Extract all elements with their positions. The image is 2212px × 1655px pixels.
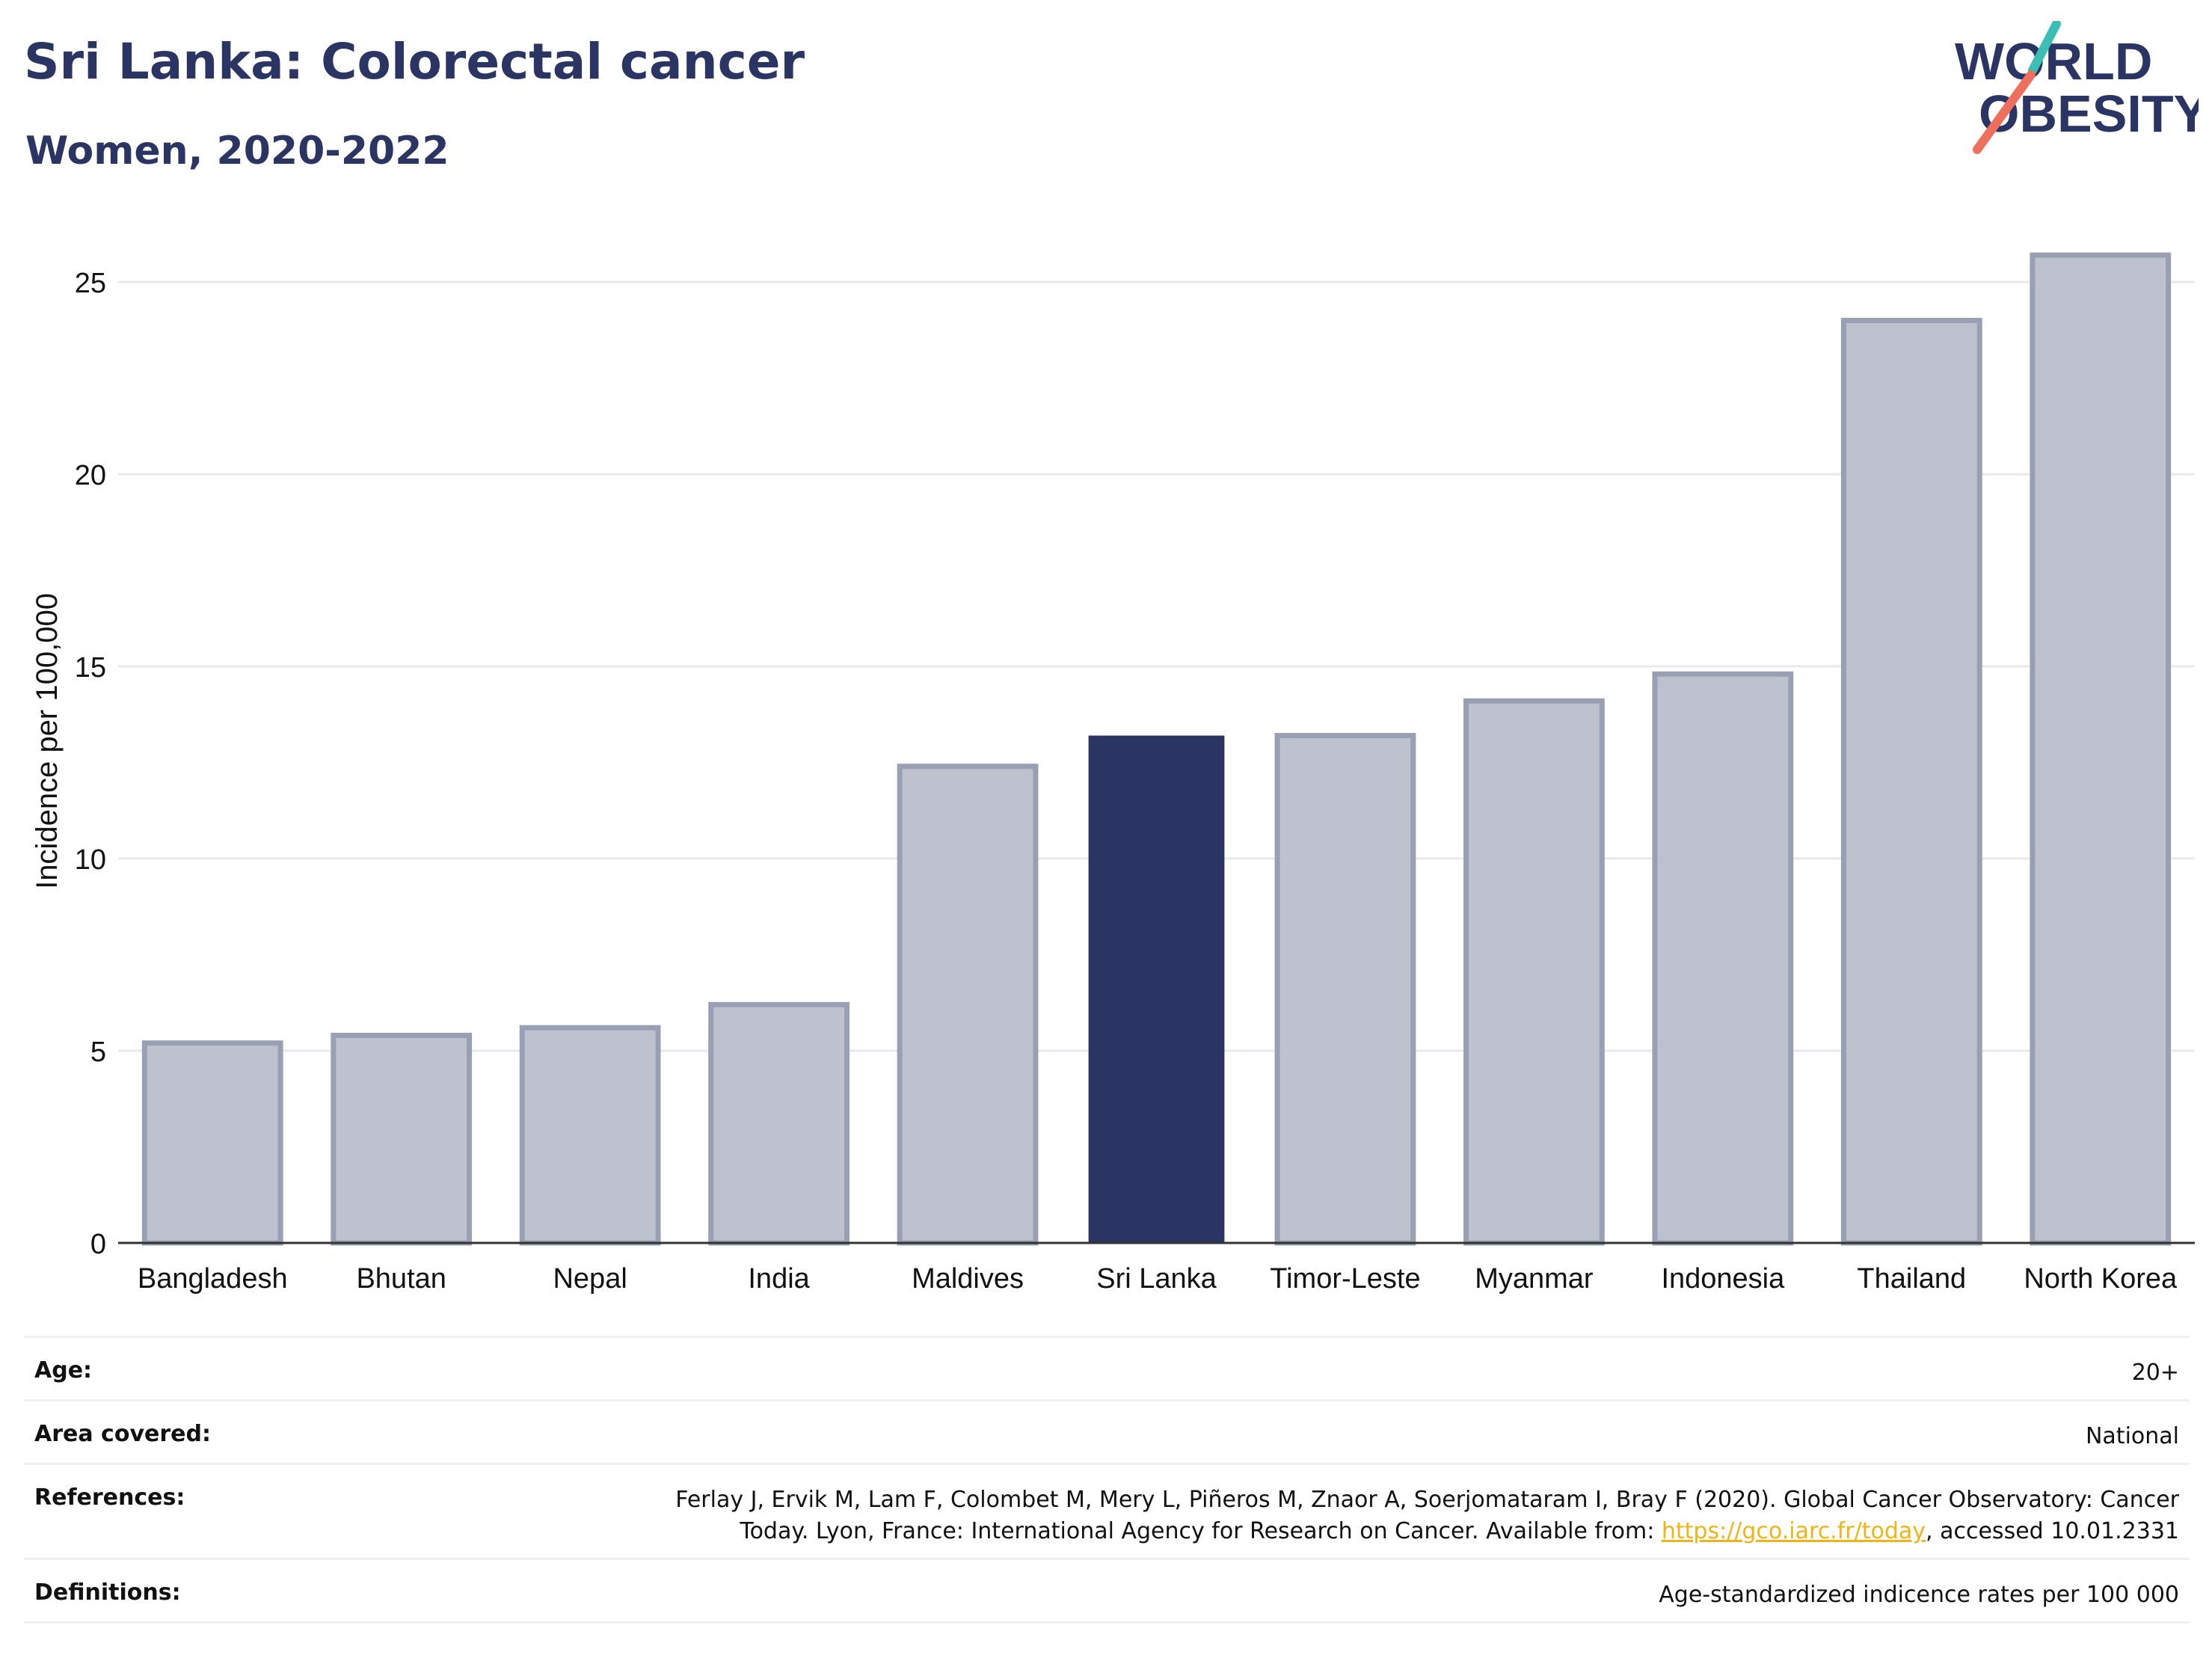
bar-bangladesh [141, 1040, 283, 1246]
x-tick-label: India [748, 1263, 810, 1295]
bar-myanmar [1463, 698, 1605, 1246]
x-tick-label: Maldives [912, 1263, 1024, 1295]
bars-layer [141, 252, 2172, 1246]
y-tick-label: 10 [75, 844, 106, 876]
references-value: Ferlay J, Ervik M, Lam F, Colombet M, Me… [271, 1463, 2190, 1560]
bar-maldives [897, 764, 1039, 1246]
info-row-references: References: Ferlay J, Ervik M, Lam F, Co… [24, 1463, 2190, 1560]
y-tick-label: 5 [90, 1037, 106, 1068]
x-tick-label: Thailand [1857, 1263, 1966, 1295]
x-tick-label: Bhutan [356, 1263, 446, 1295]
bar-sri-lanka [1088, 735, 1225, 1243]
x-tick-label: Sri Lanka [1096, 1263, 1217, 1295]
definitions-label: Definitions: [24, 1558, 272, 1624]
bar-india [708, 1001, 850, 1246]
references-link[interactable]: https://gco.iarc.fr/today [1661, 1518, 1926, 1544]
info-table: Age: 20+ Area covered: National Referenc… [24, 1336, 2190, 1624]
info-row-definitions: Definitions: Age-standardized indicence … [24, 1558, 2190, 1624]
y-tick-label: 15 [75, 652, 106, 684]
references-line2-post: , accessed 10.01.2331 [1926, 1518, 2179, 1544]
age-value: 20+ [271, 1336, 2190, 1401]
area-label: Area covered: [24, 1399, 272, 1465]
y-tick-label: 25 [75, 268, 106, 299]
page-title: Sri Lanka: Colorectal cancer [24, 33, 805, 90]
info-row-age: Age: 20+ [24, 1336, 2190, 1401]
references-line2-pre: Today. Lyon, France: International Agenc… [740, 1518, 1662, 1544]
definitions-value: Age-standardized indicence rates per 100… [271, 1558, 2190, 1624]
logo-word-world: WORLD [1955, 32, 2152, 90]
x-tick-label: North Korea [2024, 1263, 2178, 1295]
x-tick-labels: Bangladesh Bhutan Nepal India Maldives Sri La… [138, 1263, 2178, 1295]
world-obesity-logo: WORLD OBESITY [1955, 21, 2199, 154]
bar-timor-leste [1274, 733, 1416, 1246]
y-tick-label: 0 [90, 1229, 106, 1260]
bar-bhutan [331, 1032, 473, 1246]
bar-north-korea [2030, 252, 2172, 1246]
y-tick-labels: 0 5 10 15 20 25 [75, 268, 106, 1260]
y-tick-label: 20 [75, 460, 106, 491]
x-tick-label: Myanmar [1475, 1263, 1594, 1295]
age-label: Age: [24, 1336, 272, 1401]
bar-nepal [519, 1025, 661, 1246]
references-line1: Ferlay J, Ervik M, Lam F, Colombet M, Me… [675, 1487, 2179, 1513]
x-tick-label: Nepal [553, 1263, 627, 1295]
logo-slash-teal [2028, 21, 2061, 75]
references-label: References: [24, 1463, 272, 1560]
bar-chart: Bangladesh Bhutan Nepal India Maldives Sri La… [31, 252, 2195, 1295]
logo-slash-coral [1973, 70, 2036, 154]
page-subtitle: Women, 2020-2022 [25, 129, 449, 174]
x-tick-label: Indonesia [1661, 1263, 1785, 1295]
bar-thailand [1840, 317, 1982, 1246]
area-value: National [271, 1399, 2190, 1465]
x-tick-label: Timor-Leste [1270, 1263, 1420, 1295]
y-axis-title: Incidence per 100,000 [31, 593, 64, 889]
bar-indonesia [1652, 671, 1794, 1246]
x-tick-label: Bangladesh [138, 1263, 288, 1295]
info-row-area: Area covered: National [24, 1399, 2190, 1465]
